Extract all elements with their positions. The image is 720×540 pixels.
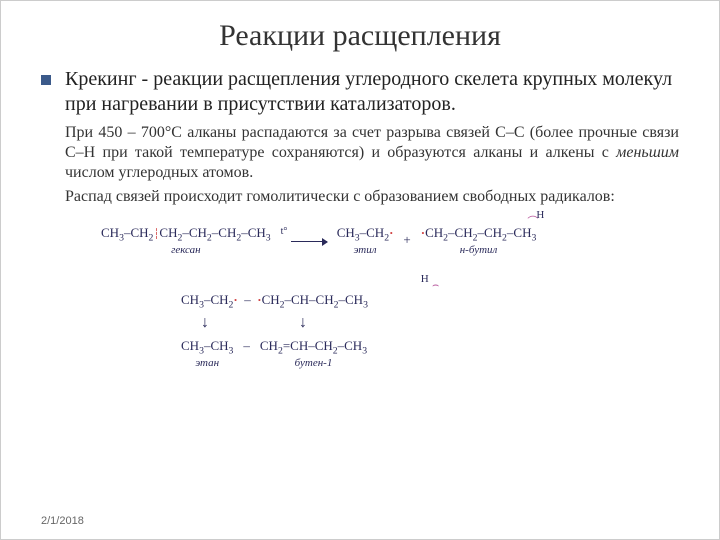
intermediate-formula: CH3–CH2· – ·CH2–CH–CH2–CH3 bbox=[181, 292, 679, 311]
arrow-1: t° bbox=[281, 232, 327, 248]
h-transfer-top: H ⌢ bbox=[181, 276, 679, 292]
temp-label: t° bbox=[281, 226, 288, 237]
arrow-down-1-icon: ↓ bbox=[201, 314, 209, 332]
sub1-text: При 450 – 700°С алканы распадаются за сч… bbox=[65, 124, 679, 161]
chemistry-diagram: CH3–CH2┆CH2–CH2–CH2–CH3 гексан t° CH3–CH… bbox=[101, 225, 679, 369]
curve-arrow-2-icon: ⌢ bbox=[432, 279, 439, 291]
bond-separator: – bbox=[243, 338, 250, 354]
main-definition: Крекинг - реакции расщепления углеродног… bbox=[65, 67, 679, 117]
reaction-2: H ⌢ CH3–CH2· – ·CH2–CH–CH2–CH3 ↓ ↓ bbox=[181, 276, 679, 333]
sub1-end: числом углеродных атомов. bbox=[65, 164, 253, 181]
hexane-block: CH3–CH2┆CH2–CH2–CH2–CH3 гексан bbox=[101, 225, 271, 256]
products-row: CH3–CH3 этан – CH2=CH–CH2–CH3 бутен-1 bbox=[181, 338, 679, 369]
reaction-1: CH3–CH2┆CH2–CH2–CH2–CH3 гексан t° CH3–CH… bbox=[101, 225, 679, 256]
bullet-icon bbox=[41, 75, 51, 85]
nbutyl-formula: ⌒ H ·CH2–CH2–CH2–CH3 bbox=[421, 225, 537, 240]
hexane-formula: CH3–CH2┆CH2–CH2–CH2–CH3 bbox=[101, 225, 271, 240]
plus-1: + bbox=[403, 232, 410, 248]
reaction-3: CH3–CH3 этан – CH2=CH–CH2–CH3 бутен-1 bbox=[181, 338, 679, 369]
ethane-block: CH3–CH3 этан bbox=[181, 338, 233, 369]
ethane-formula: CH3–CH3 bbox=[181, 338, 233, 353]
h-label-1: H bbox=[536, 209, 544, 221]
sub-paragraph-1: При 450 – 700°С алканы распадаются за сч… bbox=[65, 123, 679, 183]
arrow-right-icon bbox=[291, 241, 327, 242]
sub-paragraph-2: Распад связей происходит гомолитически с… bbox=[65, 187, 679, 207]
hexane-label: гексан bbox=[101, 244, 271, 256]
ethane-label: этан bbox=[181, 357, 233, 369]
butene-label: бутен-1 bbox=[260, 357, 367, 369]
sub1-italic: меньшим bbox=[616, 144, 679, 161]
ethyl-label: этил bbox=[337, 244, 394, 256]
nbutyl-label: н-бутил bbox=[421, 244, 537, 256]
ethyl-formula: CH3–CH2· bbox=[337, 225, 394, 240]
nbutyl-block: ⌒ H ·CH2–CH2–CH2–CH3 н-бутил bbox=[421, 225, 537, 256]
butene-formula: CH2=CH–CH2–CH3 bbox=[260, 338, 367, 353]
butene-block: CH2=CH–CH2–CH3 бутен-1 bbox=[260, 338, 367, 369]
ethyl-block: CH3–CH2· этил bbox=[337, 225, 394, 256]
arrows-down: ↓ ↓ bbox=[201, 314, 679, 332]
footer-date: 2/1/2018 bbox=[41, 515, 84, 527]
h-label-2: H bbox=[421, 273, 429, 285]
arrow-down-2-icon: ↓ bbox=[299, 314, 307, 332]
main-bullet-row: Крекинг - реакции расщепления углеродног… bbox=[41, 67, 679, 117]
slide-title: Реакции расщепления bbox=[41, 19, 679, 53]
